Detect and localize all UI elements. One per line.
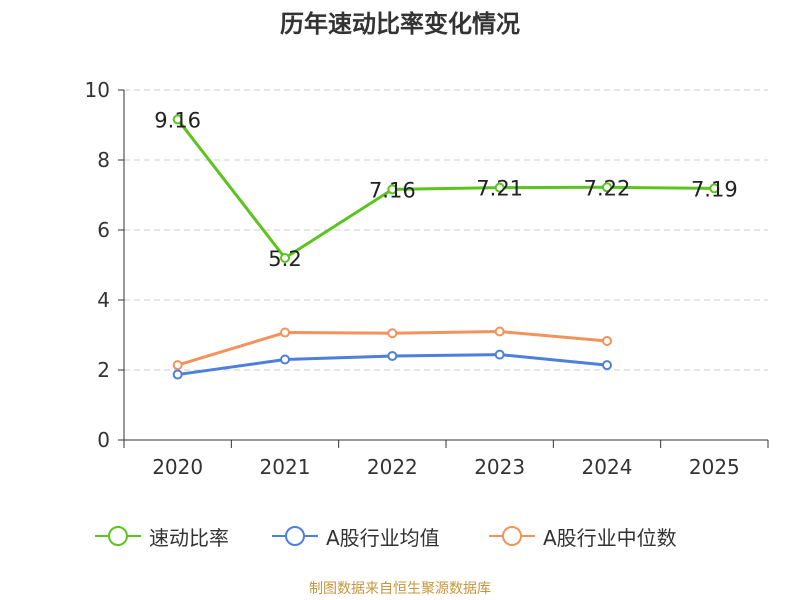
data-point [602, 335, 612, 346]
data-point [709, 183, 720, 194]
data-label: 7.21 [476, 177, 523, 201]
data-point [494, 326, 505, 337]
axes: 0 2 4 6 8 10 2020 2021 2022 2023 2024 2025 [85, 78, 769, 479]
data-label: 7.19 [691, 177, 738, 201]
x-tick-label: 2023 [474, 455, 525, 479]
data-point [494, 349, 505, 360]
legend-item-industry-mean[interactable]: A股行业均值 [270, 522, 440, 550]
y-tick-label: 8 [97, 148, 110, 172]
legend-line-icon [489, 526, 535, 546]
y-tick-label: 0 [97, 428, 110, 452]
chart-title: 历年速动比率变化情况 [280, 10, 520, 38]
data-point [172, 360, 183, 371]
grid-lines [124, 89, 768, 371]
data-point [280, 354, 290, 365]
y-tick-label: 2 [97, 358, 110, 382]
legend-label: A股行业中位数 [543, 525, 677, 550]
legend-line-icon [95, 526, 141, 546]
data-label: 5.2 [268, 247, 301, 271]
y-tick-label: 6 [97, 218, 110, 242]
x-tick-label: 2021 [260, 455, 311, 479]
source-note: 制图数据来自恒生聚源数据库 [309, 581, 491, 597]
legend-item-quick-ratio[interactable]: 速动比率 [93, 522, 229, 550]
x-tick-label: 2025 [689, 455, 740, 479]
x-tick-label: 2022 [367, 455, 418, 479]
data-point [280, 253, 290, 263]
data-point [602, 360, 612, 371]
legend-line-icon [272, 526, 318, 546]
data-label: 7.22 [584, 176, 631, 200]
data-point [494, 182, 505, 193]
data-label: 7.16 [369, 178, 416, 202]
series-line [176, 118, 715, 260]
data-point [172, 114, 183, 125]
data-point [172, 369, 183, 380]
data-point [280, 327, 290, 338]
legend-label: 速动比率 [149, 525, 229, 550]
data-point [602, 182, 612, 193]
legend-label: A股行业均值 [326, 525, 440, 550]
x-tick-label: 2024 [582, 455, 633, 479]
data-point [387, 328, 398, 339]
y-tick-label: 10 [85, 78, 110, 102]
data-point [387, 184, 398, 195]
legend-item-industry-median[interactable]: A股行业中位数 [487, 522, 677, 550]
data-point [387, 351, 398, 361]
data-labels: 9.16 5.2 7.16 7.21 7.22 7.19 [154, 108, 737, 271]
x-tick-label: 2020 [152, 455, 203, 479]
y-tick-label: 4 [97, 288, 110, 312]
series [172, 114, 720, 380]
data-label: 9.16 [154, 108, 201, 132]
